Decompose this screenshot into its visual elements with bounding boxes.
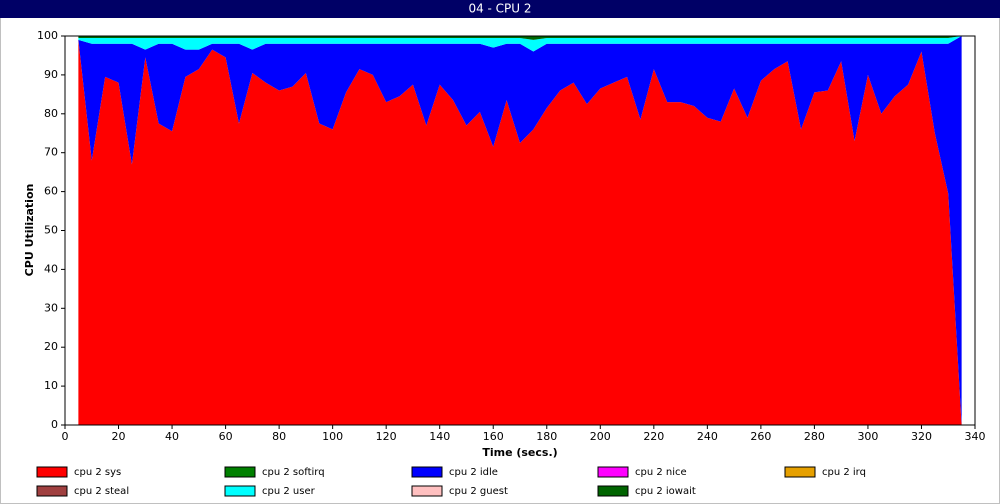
y-tick-label: 70 [44,146,58,159]
x-tick-label: 0 [62,430,69,443]
legend-label: cpu 2 softirq [262,467,325,478]
x-tick-label: 340 [965,430,986,443]
legend-swatch [597,466,629,478]
legend-label: cpu 2 idle [449,467,498,478]
x-axis-label: Time (secs.) [482,446,557,459]
x-tick-label: 220 [643,430,664,443]
x-tick-label: 280 [804,430,825,443]
legend-swatch [36,466,68,478]
legend-label: cpu 2 nice [635,467,687,478]
y-tick-label: 100 [37,29,58,42]
x-tick-label: 240 [697,430,718,443]
legend-swatch [36,485,68,497]
chart-title: 04 - CPU 2 [468,2,531,16]
x-tick-label: 100 [322,430,343,443]
y-tick-label: 40 [44,262,58,275]
legend-swatch [411,485,443,497]
area [78,39,962,425]
legend-label: cpu 2 user [262,486,316,497]
y-tick-label: 10 [44,379,58,392]
title-bar [0,0,1000,18]
area [78,36,962,52]
x-tick-label: 320 [911,430,932,443]
y-tick-label: 90 [44,68,58,81]
area [78,36,962,40]
x-tick-label: 120 [376,430,397,443]
y-tick-label: 80 [44,107,58,120]
legend-label: cpu 2 iowait [635,486,696,497]
legend-swatch [411,466,443,478]
legend-swatch [224,485,256,497]
legend-swatch [224,466,256,478]
y-tick-label: 50 [44,224,58,237]
x-tick-label: 20 [112,430,126,443]
x-tick-label: 80 [272,430,286,443]
area [78,36,962,425]
y-axis-label: CPU Utilization [23,184,36,277]
y-tick-label: 60 [44,185,58,198]
y-tick-label: 30 [44,301,58,314]
y-tick-label: 0 [51,418,58,431]
x-tick-label: 260 [750,430,771,443]
legend-label: cpu 2 sys [74,467,121,478]
x-tick-label: 140 [429,430,450,443]
x-tick-label: 200 [590,430,611,443]
x-tick-label: 40 [165,430,179,443]
x-tick-label: 180 [536,430,557,443]
x-tick-label: 160 [483,430,504,443]
y-tick-label: 20 [44,340,58,353]
legend-swatch [597,485,629,497]
legend-swatch [784,466,816,478]
legend-label: cpu 2 guest [449,486,508,497]
legend-label: cpu 2 steal [74,486,129,497]
x-tick-label: 60 [219,430,233,443]
legend-label: cpu 2 irq [822,467,866,478]
x-tick-label: 300 [857,430,878,443]
